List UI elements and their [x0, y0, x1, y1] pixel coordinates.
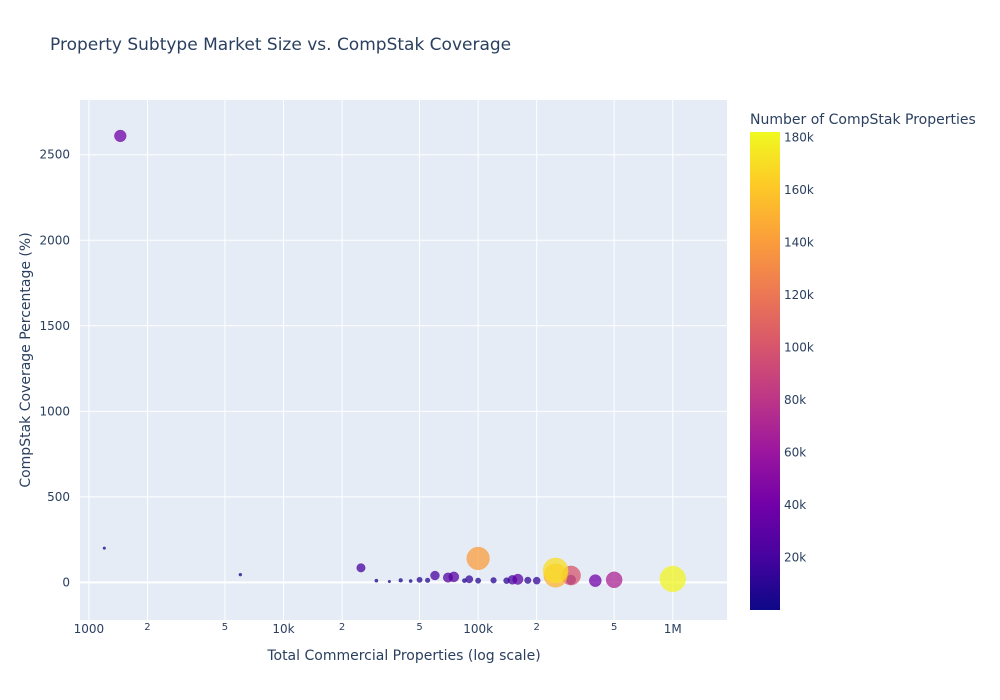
scatter-point: [424, 577, 431, 583]
gridlines: [80, 100, 727, 620]
scatter-point: [238, 572, 243, 577]
plot-area: [80, 100, 727, 620]
scatter-point: [114, 129, 127, 143]
scatter-point: [524, 576, 532, 584]
scatter-point: [542, 557, 569, 584]
scatter-point: [356, 563, 366, 573]
y-tick-label: 1500: [39, 319, 70, 333]
colorbar-tick-label: 120k: [784, 288, 814, 302]
scatter-point: [466, 546, 490, 571]
colorbar-tick-label: 100k: [784, 340, 814, 354]
x-tick-label: 1000: [74, 622, 105, 636]
x-axis-ticks: 1000 10k 100k 1M 2 5 2 5 2 5: [74, 622, 682, 636]
scatter-point: [532, 576, 541, 585]
x-tick-label: 100k: [463, 622, 493, 636]
x-tick-label: 10k: [272, 622, 294, 636]
scatter-point: [490, 577, 497, 584]
scatter-point: [659, 565, 686, 593]
colorbar-tick-label: 60k: [784, 445, 806, 459]
y-tick-label: 2000: [39, 233, 70, 247]
scatter-point: [448, 571, 460, 583]
colorbar-tick-label: 160k: [784, 183, 814, 197]
scatter-point: [605, 571, 623, 589]
x-minor-tick-label: 5: [222, 622, 228, 633]
scatter-point: [465, 575, 474, 584]
colorbar-ticks: 20k 40k 60k 80k 100k 120k 140k 160k 180k: [784, 130, 814, 564]
x-tick-label: 1M: [664, 622, 682, 636]
scatter-point: [398, 578, 403, 583]
colorbar-tick-label: 20k: [784, 550, 806, 564]
scatter-point: [408, 579, 413, 583]
y-axis-title: CompStak Coverage Percentage (%): [18, 232, 34, 487]
x-minor-tick-label: 2: [144, 622, 150, 633]
data-points: [102, 129, 686, 593]
scatter-point: [416, 576, 423, 583]
scatter-point: [374, 578, 379, 583]
colorbar-tick-label: 140k: [784, 235, 814, 249]
scatter-point: [387, 579, 392, 584]
scatter-point: [430, 570, 440, 581]
y-tick-label: 500: [47, 490, 70, 504]
scatter-point: [475, 577, 482, 584]
x-minor-tick-label: 2: [534, 622, 540, 633]
scatter-point: [102, 546, 106, 550]
colorbar-title: Number of CompStak Properties: [750, 112, 976, 128]
y-tick-label: 1000: [39, 404, 70, 418]
y-tick-label: 2500: [39, 148, 70, 162]
x-minor-tick-label: 2: [339, 622, 345, 633]
x-minor-tick-label: 5: [416, 622, 422, 633]
colorbar-tick-label: 80k: [784, 393, 806, 407]
scatter-point: [588, 574, 602, 588]
y-tick-label: 0: [62, 575, 70, 589]
chart-title: Property Subtype Market Size vs. CompSta…: [50, 35, 511, 55]
scatter-point: [512, 573, 524, 585]
y-axis-ticks: 0 500 1000 1500 2000 2500: [39, 148, 70, 590]
colorbar-tick-label: 40k: [784, 498, 806, 512]
colorbar: [750, 132, 780, 610]
colorbar-tick-label: 180k: [784, 130, 814, 144]
x-minor-tick-label: 5: [611, 622, 617, 633]
x-axis-title: Total Commercial Properties (log scale): [266, 648, 540, 664]
